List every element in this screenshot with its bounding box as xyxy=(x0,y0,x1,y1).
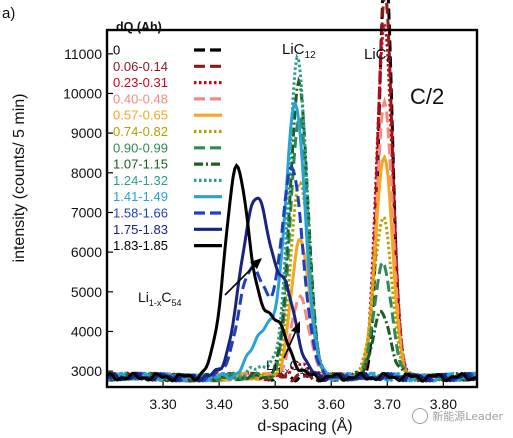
legend-label: 1.24-1.32 xyxy=(113,173,168,188)
li-c54-label: Li1-xC54 xyxy=(138,289,182,308)
y-tick-label: 7000 xyxy=(71,204,102,220)
legend-title: dQ (Ah) xyxy=(116,20,162,34)
y-tick-label: 10000 xyxy=(63,85,102,101)
y-tick-label: 8000 xyxy=(71,165,102,181)
x-tick-label: 3.40 xyxy=(205,396,232,412)
legend-label: 0 xyxy=(113,43,120,58)
axis-ticks: 3.30 3.40 3.50 3.60 3.70 3.80 3000 4000 5000 6000… xyxy=(63,46,457,412)
y-tick-label: 11000 xyxy=(64,46,102,62)
arrow-c54 xyxy=(224,261,259,296)
x-tick-label: 3.80 xyxy=(430,396,457,412)
series-line xyxy=(106,163,478,383)
series-curves xyxy=(105,0,479,383)
legend-label: 1.58-1.66 xyxy=(113,206,168,221)
y-tick-label: 3000 xyxy=(71,363,102,379)
series-line xyxy=(106,53,478,383)
legend-label: 0.06-0.14 xyxy=(113,59,168,74)
condition-label: C/2 xyxy=(410,84,444,109)
watermark: 新能源Leader xyxy=(412,408,503,424)
y-tick-label: 4000 xyxy=(71,323,102,339)
y-tick-label: 5000 xyxy=(71,284,102,300)
legend-label: 1.83-1.85 xyxy=(113,238,168,253)
legend-label: 0.57-0.65 xyxy=(113,108,168,123)
y-tick-label: 6000 xyxy=(71,244,102,260)
plot-frame xyxy=(105,28,479,389)
legend-label: 1.75-1.83 xyxy=(113,222,168,237)
y-axis-label: intensity (counts/ 5 min) xyxy=(11,94,28,263)
x-tick-label: 3.60 xyxy=(318,396,345,412)
li-c18-label: Li1-xC18 xyxy=(266,357,310,376)
x-axis-label: d-spacing (Å) xyxy=(257,416,352,435)
x-tick-label: 3.50 xyxy=(262,396,289,412)
x-tick-label: 3.70 xyxy=(374,396,401,412)
watermark-logo-icon xyxy=(412,408,429,424)
y-tick-label: 9000 xyxy=(71,125,102,141)
arrow-c54-head xyxy=(250,258,262,269)
panel-label: a) xyxy=(2,5,15,22)
lic6-label: LiC6 xyxy=(364,46,393,66)
legend-label: 0.90-0.99 xyxy=(113,140,168,155)
legend-label: 0.40-0.48 xyxy=(113,91,168,106)
legend-label: 0.74-0.82 xyxy=(113,124,168,139)
legend-label: 1.41-1.49 xyxy=(113,189,168,204)
x-tick-label: 3.30 xyxy=(149,396,176,412)
legend-label: 0.23-0.31 xyxy=(113,75,168,90)
legend: dQ (Ah) 00.06-0.140.23-0.310.40-0.48 0.57… xyxy=(113,20,222,253)
arrow-c18-head xyxy=(291,321,300,333)
legend-label: 1.07-1.15 xyxy=(113,157,168,172)
watermark-text: 新能源Leader xyxy=(432,410,503,423)
lic12-label: LiC12 xyxy=(282,41,316,61)
